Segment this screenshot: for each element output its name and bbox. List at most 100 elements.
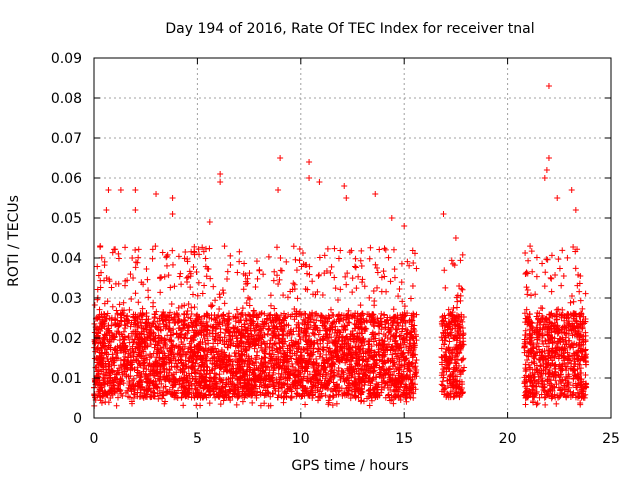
data-point — [328, 334, 335, 341]
data-point — [177, 270, 184, 277]
data-point — [241, 321, 248, 328]
data-point — [212, 394, 219, 401]
data-point — [401, 375, 408, 382]
data-point — [216, 371, 223, 378]
data-point — [274, 272, 281, 279]
data-point — [446, 360, 453, 367]
data-point — [179, 377, 186, 384]
data-point — [376, 351, 383, 358]
data-point — [168, 300, 175, 307]
data-point — [339, 368, 346, 375]
data-point — [135, 246, 142, 253]
data-point — [306, 271, 313, 278]
data-point — [347, 395, 354, 402]
data-point — [268, 332, 275, 339]
data-point — [158, 362, 165, 369]
data-point — [177, 334, 184, 341]
data-point — [309, 313, 316, 320]
data-point — [217, 337, 224, 344]
data-point — [193, 330, 200, 337]
data-point — [452, 359, 459, 366]
data-point — [252, 356, 259, 363]
data-point — [212, 335, 219, 342]
data-point — [351, 314, 358, 321]
data-point — [324, 377, 331, 384]
data-point — [522, 389, 529, 396]
data-point — [310, 375, 317, 382]
data-point — [246, 270, 253, 277]
data-point — [117, 317, 124, 324]
data-point — [276, 276, 283, 283]
data-point — [147, 341, 154, 348]
data-point — [389, 322, 396, 329]
data-point — [317, 318, 324, 324]
data-point — [555, 256, 562, 263]
data-point — [169, 348, 176, 355]
data-point — [539, 375, 546, 382]
data-point — [239, 305, 246, 312]
data-point — [305, 361, 312, 368]
data-point — [459, 251, 466, 258]
data-point — [557, 392, 564, 399]
data-point — [271, 268, 278, 275]
data-point — [301, 365, 308, 372]
data-point — [337, 286, 344, 293]
data-point — [543, 256, 550, 263]
data-point — [258, 355, 265, 362]
data-point — [374, 284, 381, 291]
data-point — [305, 337, 312, 344]
data-point — [171, 353, 178, 360]
data-point — [104, 346, 111, 353]
data-point — [230, 313, 237, 320]
data-point — [194, 316, 201, 323]
data-point — [192, 321, 199, 328]
data-point — [187, 315, 194, 322]
data-point — [391, 388, 398, 395]
data-point — [290, 280, 297, 287]
data-point — [250, 376, 257, 383]
data-point — [576, 361, 583, 368]
data-point — [373, 264, 380, 271]
data-point — [377, 342, 384, 349]
data-point — [235, 384, 242, 391]
data-point — [103, 331, 110, 338]
data-point — [308, 360, 315, 367]
data-point — [267, 311, 274, 318]
data-point — [309, 329, 316, 336]
data-point — [188, 364, 195, 371]
data-point — [173, 369, 180, 376]
data-point — [556, 362, 563, 369]
data-point — [99, 313, 106, 320]
data-point — [181, 321, 188, 328]
data-point — [448, 350, 455, 357]
data-point — [244, 334, 251, 341]
data-point — [121, 362, 128, 369]
data-point — [158, 348, 165, 355]
data-point — [391, 380, 398, 387]
data-point — [568, 292, 575, 299]
data-point — [412, 386, 419, 393]
data-point — [222, 362, 229, 369]
data-point — [96, 316, 103, 323]
data-point — [196, 346, 203, 353]
data-point — [314, 288, 321, 295]
data-point — [522, 270, 529, 277]
data-point — [178, 359, 185, 366]
data-point — [460, 313, 467, 320]
data-point — [257, 402, 264, 409]
data-point — [327, 370, 334, 377]
data-point — [152, 323, 159, 330]
data-point — [275, 353, 282, 360]
data-point — [565, 337, 572, 344]
data-point — [188, 350, 195, 357]
data-point — [106, 380, 113, 387]
data-point — [351, 388, 358, 395]
data-point — [329, 402, 336, 409]
data-point — [134, 383, 141, 390]
data-point — [376, 369, 383, 376]
data-point — [456, 325, 463, 332]
data-point — [246, 343, 253, 350]
data-point — [370, 368, 377, 375]
data-point — [293, 345, 300, 352]
data-point — [276, 316, 283, 323]
